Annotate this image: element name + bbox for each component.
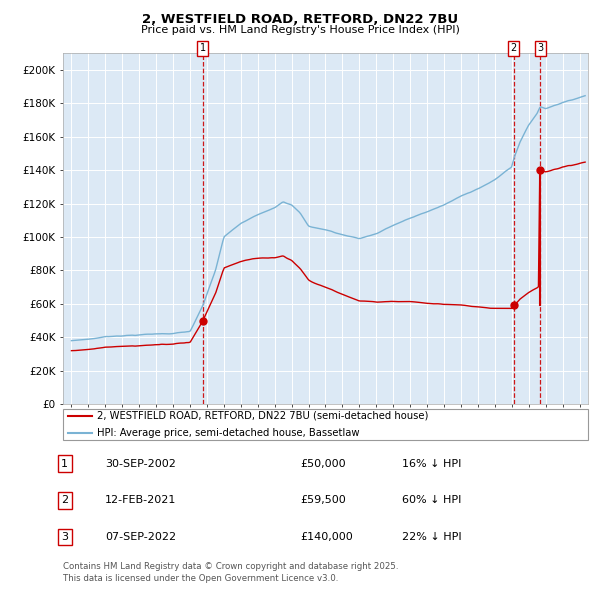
- Text: 60% ↓ HPI: 60% ↓ HPI: [402, 496, 461, 505]
- Text: 2: 2: [61, 496, 68, 505]
- Point: [535, 165, 545, 175]
- Text: 30-SEP-2002: 30-SEP-2002: [105, 459, 176, 468]
- Text: 16% ↓ HPI: 16% ↓ HPI: [402, 459, 461, 468]
- Text: 2, WESTFIELD ROAD, RETFORD, DN22 7BU (semi-detached house): 2, WESTFIELD ROAD, RETFORD, DN22 7BU (se…: [97, 411, 428, 421]
- Text: £50,000: £50,000: [300, 459, 346, 468]
- Text: 1: 1: [61, 459, 68, 468]
- Text: 2, WESTFIELD ROAD, RETFORD, DN22 7BU: 2, WESTFIELD ROAD, RETFORD, DN22 7BU: [142, 13, 458, 26]
- Text: 2: 2: [511, 43, 517, 53]
- Text: 3: 3: [61, 532, 68, 542]
- Text: 3: 3: [537, 43, 544, 53]
- Text: 12-FEB-2021: 12-FEB-2021: [105, 496, 176, 505]
- Text: 1: 1: [200, 43, 206, 53]
- Text: Price paid vs. HM Land Registry's House Price Index (HPI): Price paid vs. HM Land Registry's House …: [140, 25, 460, 35]
- Text: 22% ↓ HPI: 22% ↓ HPI: [402, 532, 461, 542]
- Text: £140,000: £140,000: [300, 532, 353, 542]
- FancyBboxPatch shape: [63, 409, 588, 440]
- Point: [509, 300, 518, 309]
- Text: Contains HM Land Registry data © Crown copyright and database right 2025.
This d: Contains HM Land Registry data © Crown c…: [63, 562, 398, 583]
- Text: HPI: Average price, semi-detached house, Bassetlaw: HPI: Average price, semi-detached house,…: [97, 428, 359, 438]
- Text: 07-SEP-2022: 07-SEP-2022: [105, 532, 176, 542]
- Point: [198, 316, 208, 325]
- Text: £59,500: £59,500: [300, 496, 346, 505]
